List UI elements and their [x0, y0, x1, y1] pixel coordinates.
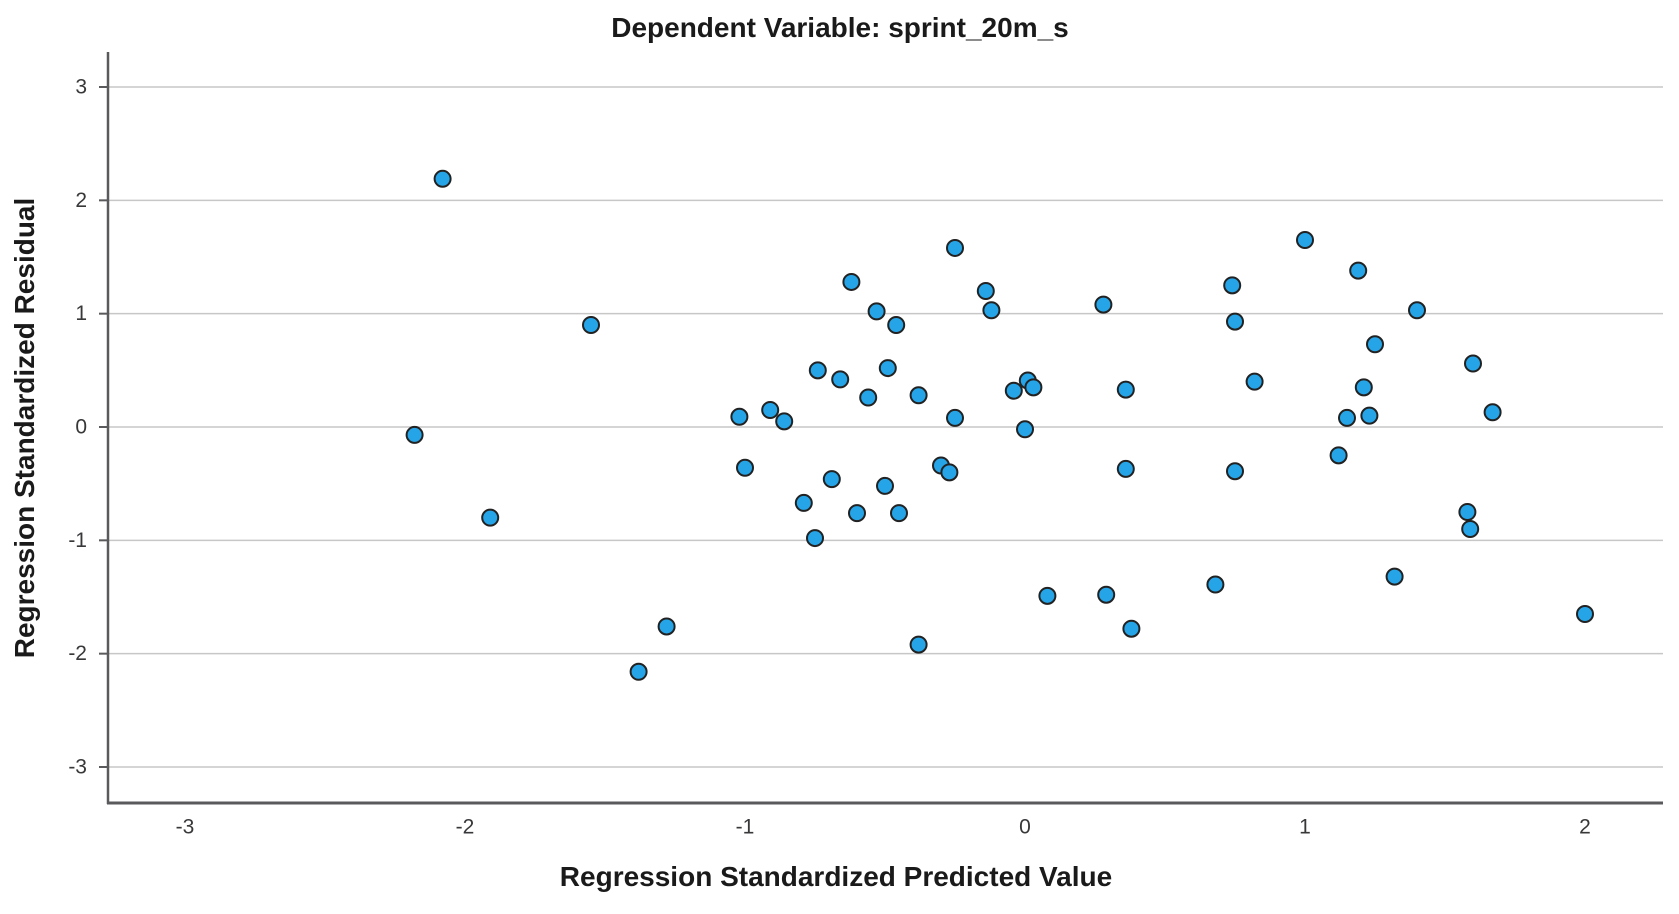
data-point	[775, 412, 794, 431]
data-point	[1483, 403, 1502, 422]
data-point	[657, 617, 676, 636]
y-tick-label: -1	[68, 529, 87, 552]
x-tick-label: -1	[736, 816, 755, 839]
data-point	[481, 508, 500, 527]
data-point	[982, 301, 1001, 320]
data-point	[1038, 586, 1057, 605]
data-point	[1338, 408, 1356, 427]
data-point	[808, 361, 827, 380]
data-point	[831, 370, 850, 389]
y-tick-label: -3	[68, 755, 87, 778]
data-point	[1464, 354, 1482, 373]
data-point	[582, 316, 600, 335]
data-point	[976, 282, 995, 301]
data-point	[629, 662, 648, 681]
data-point	[1408, 301, 1426, 320]
y-tick-label: 0	[75, 416, 87, 439]
data-point	[1004, 381, 1023, 400]
data-point	[1576, 604, 1594, 623]
data-point	[1094, 295, 1113, 314]
data-point	[887, 316, 906, 335]
data-points	[405, 169, 1594, 681]
data-point	[1461, 519, 1480, 538]
data-point	[1360, 406, 1379, 425]
data-point	[867, 302, 886, 321]
data-point	[1226, 462, 1244, 481]
axes	[106, 52, 1663, 805]
data-point	[761, 401, 780, 420]
data-point	[1245, 372, 1264, 391]
y-tick-label: 1	[75, 302, 87, 325]
data-point	[1385, 567, 1404, 586]
data-point	[1116, 459, 1135, 478]
data-point	[1016, 420, 1034, 439]
data-point	[1329, 446, 1348, 465]
data-point	[859, 388, 878, 407]
data-point	[806, 529, 824, 548]
data-point	[1097, 585, 1116, 604]
data-point	[822, 470, 841, 489]
data-point	[1122, 619, 1141, 638]
x-tick-label: 2	[1579, 816, 1591, 839]
gridlines	[108, 86, 1663, 768]
data-point	[909, 386, 928, 405]
data-point	[940, 463, 959, 482]
data-point	[1206, 575, 1225, 594]
chart-title: Dependent Variable: sprint_20m_s	[611, 12, 1069, 43]
data-point	[842, 272, 861, 291]
data-point	[909, 635, 928, 654]
data-point	[794, 493, 813, 512]
data-point	[433, 169, 452, 188]
y-tick-label: -2	[68, 642, 87, 665]
tick-marks	[99, 86, 108, 768]
data-point	[1458, 502, 1477, 521]
data-point	[1116, 380, 1135, 399]
x-tick-label: -2	[456, 816, 475, 839]
data-point	[946, 238, 964, 257]
data-point	[1349, 261, 1368, 280]
data-point	[736, 458, 754, 477]
data-point	[1296, 231, 1314, 250]
y-axis-label: Regression Standardized Residual	[9, 198, 40, 659]
data-point	[878, 359, 897, 378]
data-point	[1354, 378, 1373, 397]
data-point	[848, 504, 866, 523]
x-tick-label: 1	[1299, 816, 1311, 839]
x-tick-label: 0	[1019, 816, 1031, 839]
data-point	[730, 407, 749, 426]
data-point	[1366, 335, 1384, 354]
data-point	[946, 408, 964, 427]
data-point	[1024, 378, 1043, 397]
x-tick-label: -3	[176, 816, 195, 839]
data-point	[1226, 312, 1244, 331]
data-point	[405, 425, 424, 444]
y-tick-label: 3	[75, 76, 87, 99]
data-point	[876, 476, 894, 495]
data-point	[890, 504, 908, 523]
data-point	[1223, 276, 1242, 295]
y-tick-label: 2	[75, 189, 87, 212]
x-axis-label: Regression Standardized Predicted Value	[560, 861, 1112, 892]
tick-labels: 3 2 1 0 -1 -2 -3 -3 -2 -1 0 1 2	[68, 76, 1591, 839]
